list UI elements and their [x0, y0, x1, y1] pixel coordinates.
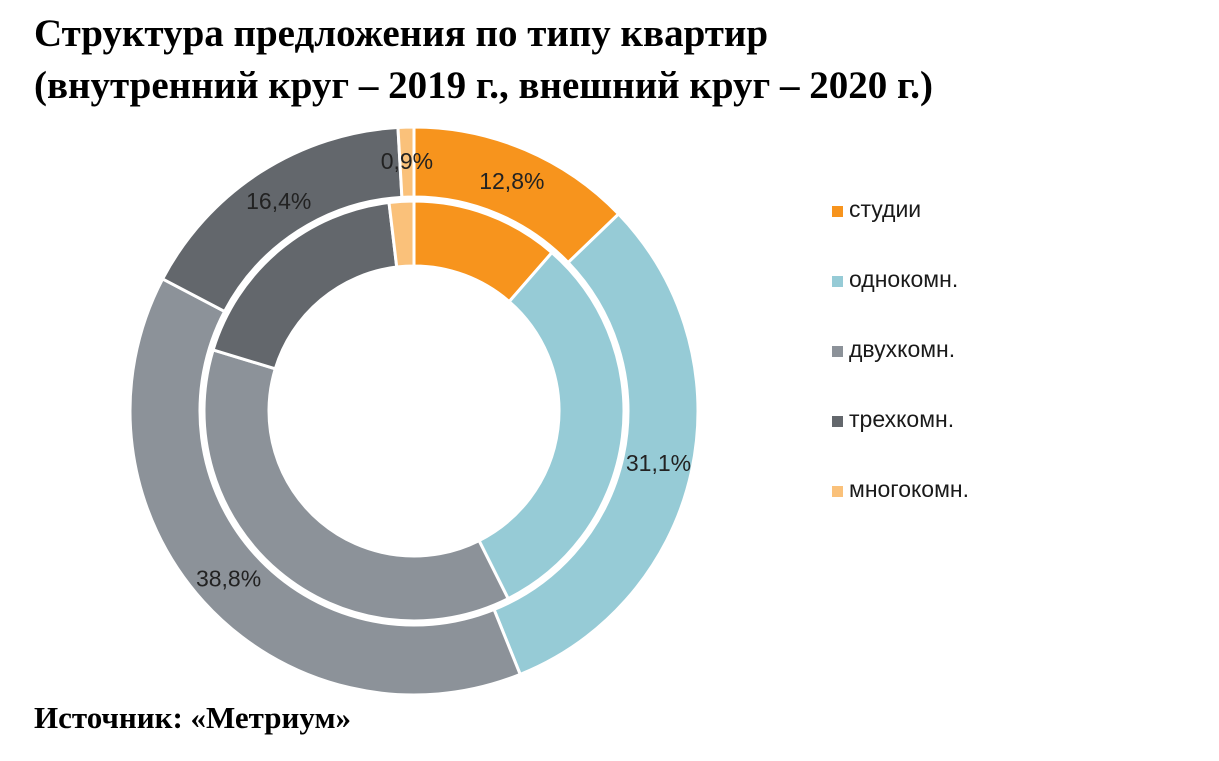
data-label-2020-1: 31,1% — [626, 450, 691, 476]
legend-swatch — [832, 416, 843, 427]
slice-2019-2 — [202, 348, 511, 623]
legend-swatch — [832, 486, 843, 497]
legend-swatch — [832, 346, 843, 357]
legend-label: многокомн. — [849, 476, 969, 502]
legend: студии однокомн. двухкомн. трехкомн. многоко… — [832, 196, 969, 546]
data-label-2020-4: 0,9% — [381, 148, 433, 174]
legend-label: однокомн. — [849, 266, 959, 292]
legend-item: студии — [832, 196, 969, 266]
legend-item: трехкомн. — [832, 406, 969, 476]
legend-item: двухкомн. — [832, 336, 969, 406]
data-label-2020-2: 38,8% — [196, 566, 261, 592]
slice-2019-1 — [477, 250, 626, 601]
slice-2020-4 — [396, 125, 416, 199]
legend-swatch — [832, 206, 843, 217]
source-note: Источник: «Метриум» — [34, 700, 352, 735]
legend-swatch — [832, 276, 843, 287]
slice-2020-2 — [128, 276, 523, 697]
legend-label: двухкомн. — [849, 336, 956, 362]
legend-item: многокомн. — [832, 476, 969, 546]
chart-title: Структура предложения по типу квартир (в… — [34, 8, 933, 112]
title-line-1: Структура предложения по типу квартир — [34, 12, 769, 55]
legend-label: трехкомн. — [849, 406, 955, 432]
legend-label: студии — [849, 196, 922, 222]
data-label-2020-3: 16,4% — [246, 188, 311, 214]
slice-2019-4 — [387, 199, 416, 269]
title-line-2: (внутренний круг – 2019 г., внешний круг… — [34, 64, 934, 107]
legend-item: однокомн. — [832, 266, 969, 336]
slice-2020-1 — [492, 211, 700, 677]
data-label-2020-0: 12,8% — [479, 168, 544, 194]
